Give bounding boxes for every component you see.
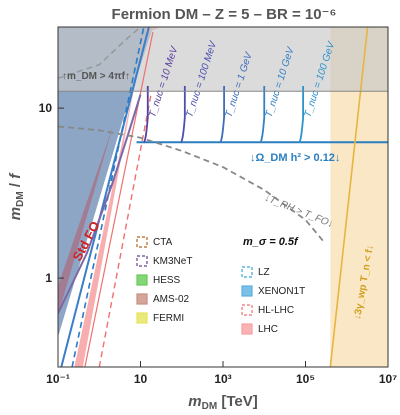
legend-left-label-0: CTA	[153, 237, 173, 248]
perturbative-region	[58, 27, 388, 92]
legend-left-swatch-1	[136, 255, 148, 267]
legend-left-swatch-4	[136, 312, 148, 324]
m-sigma-label: m_σ = 0.5f	[243, 236, 299, 248]
legend-right-swatch-0	[241, 266, 253, 278]
axis-ticks: 10⁻¹ 10 10³ 10⁵ 10⁷ 1 10	[39, 101, 398, 386]
t-nuc-line-2	[219, 85, 225, 144]
legend-left-swatch-3	[136, 293, 148, 305]
chart-title: Fermion DM – Z = 5 – BR = 10⁻⁶	[112, 6, 337, 23]
x-tick-label-0: 10⁻¹	[46, 372, 70, 386]
t-nuc-line-1	[179, 85, 186, 144]
legend-left-swatch-2	[136, 274, 148, 286]
y-axis-label: mDM / f	[7, 172, 26, 220]
perturbative-label: ↑m_DM > 4πf↑	[62, 71, 130, 82]
upper-dashed-line	[58, 27, 142, 79]
x-tick-label-1: 10	[134, 372, 148, 386]
plot-regions	[58, 27, 388, 367]
nucleation-boundary-line	[329, 27, 369, 367]
legend-right-label-1: XENON1T	[258, 286, 305, 297]
legend-left-label-2: HESS	[153, 275, 181, 286]
legend-left-label-4: FERMI	[153, 313, 184, 324]
legend-right-swatch-3	[241, 323, 253, 335]
std-fo-wedge	[58, 124, 114, 316]
legend-right-label-3: LHC	[258, 324, 278, 335]
lhc-region	[74, 27, 161, 367]
legend-right-swatch-2	[241, 304, 253, 316]
x-tick-label-3: 10⁵	[296, 372, 315, 386]
t-rh-line	[58, 125, 326, 244]
legend-right-label-2: HL-LHC	[258, 305, 294, 316]
hl-lhc-line	[98, 94, 152, 367]
t-nuc-line-4	[298, 85, 305, 144]
lhc-line	[84, 31, 154, 367]
y-tick-label-1: 10	[39, 101, 53, 115]
legend-left-label-3: AMS-02	[153, 294, 190, 305]
std-fo-line	[60, 27, 150, 367]
x-tick-label-4: 10⁷	[379, 372, 397, 386]
legend-left-label-1: KM3NeT	[153, 256, 192, 267]
std-fo-region	[58, 27, 153, 367]
legend-left-swatch-0	[136, 236, 148, 248]
legend-right-label-0: LZ	[258, 267, 270, 278]
legend-right-swatch-1	[241, 285, 253, 297]
t-nuc-line-3	[259, 85, 266, 144]
legends: CTA KM3NeT HESS AMS-02 FERMI LZ XENON1T HL-LHC L…	[136, 236, 305, 335]
x-axis-label: mDM [TeV]	[188, 393, 257, 412]
y-tick-label-0: 1	[45, 271, 52, 285]
std-fo-curve	[58, 94, 142, 314]
relic-density-label: ↓Ω_DM h² > 0.12↓	[250, 152, 340, 164]
x-tick-label-2: 10³	[214, 372, 231, 386]
t-nuc-line-0	[142, 85, 149, 144]
